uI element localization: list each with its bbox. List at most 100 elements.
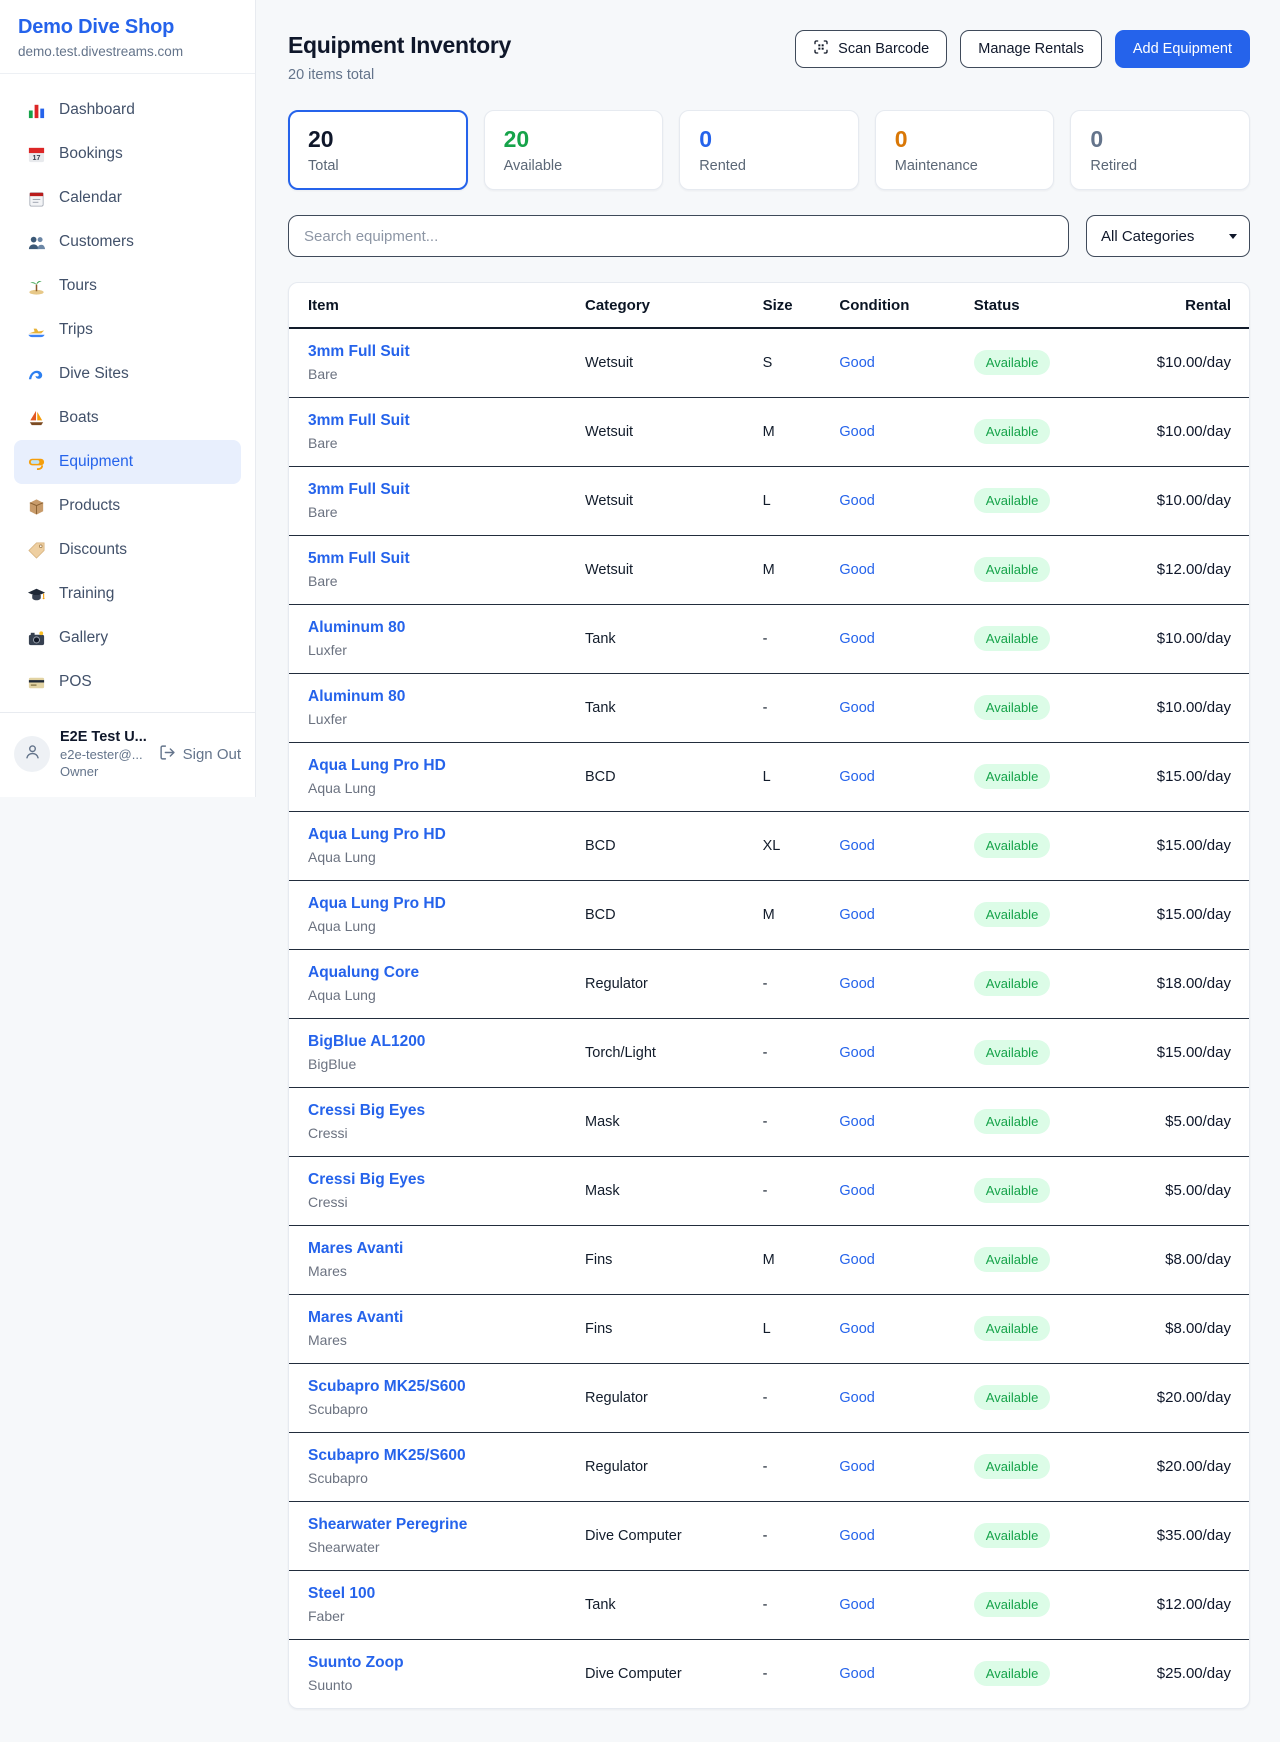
sign-out-label: Sign Out: [182, 745, 241, 763]
item-name-link[interactable]: Aqua Lung Pro HD: [308, 895, 446, 912]
item-condition-link[interactable]: Good: [839, 1596, 875, 1613]
item-condition-link[interactable]: Good: [839, 699, 875, 716]
table-row[interactable]: Scubapro MK25/S600 Scubapro Regulator - …: [289, 1362, 1249, 1432]
sidebar-item-boats[interactable]: Boats: [14, 396, 241, 440]
table-row[interactable]: 5mm Full Suit Bare Wetsuit M Good Availa…: [289, 534, 1249, 604]
add-equipment-button[interactable]: Add Equipment: [1114, 30, 1250, 68]
item-name-link[interactable]: Scubapro MK25/S600: [308, 1447, 466, 1464]
search-input[interactable]: [288, 215, 1069, 257]
sidebar-item-discounts[interactable]: Discounts: [14, 528, 241, 572]
item-name-link[interactable]: Cressi Big Eyes: [308, 1102, 426, 1119]
item-condition-link[interactable]: Good: [839, 1527, 875, 1544]
item-name-link[interactable]: Aluminum 80: [308, 688, 406, 705]
table-row[interactable]: 3mm Full Suit Bare Wetsuit M Good Availa…: [289, 396, 1249, 466]
item-condition-link[interactable]: Good: [839, 975, 875, 992]
stat-card-retired[interactable]: 0 Retired: [1070, 110, 1250, 190]
item-name-link[interactable]: 5mm Full Suit: [308, 550, 410, 567]
sidebar-item-bookings[interactable]: 17 Bookings: [14, 132, 241, 176]
item-condition-link[interactable]: Good: [839, 492, 875, 509]
sidebar-item-dive-sites[interactable]: Dive Sites: [14, 352, 241, 396]
item-rental: $15.00/day: [1114, 1017, 1249, 1087]
item-condition-link[interactable]: Good: [839, 1251, 875, 1268]
item-name-link[interactable]: Aluminum 80: [308, 619, 406, 636]
item-name-link[interactable]: Mares Avanti: [308, 1309, 404, 1326]
item-name-link[interactable]: Suunto Zoop: [308, 1654, 404, 1672]
table-row[interactable]: Scubapro MK25/S600 Scubapro Regulator - …: [289, 1431, 1249, 1501]
sidebar-item-dashboard[interactable]: Dashboard: [14, 88, 241, 132]
table-row[interactable]: Aqualung Core Aqua Lung Regulator - Good…: [289, 948, 1249, 1018]
sidebar-item-pos[interactable]: POS: [14, 660, 241, 704]
item-condition-link[interactable]: Good: [839, 1182, 875, 1199]
table-row[interactable]: Aluminum 80 Luxfer Tank - Good Available…: [289, 603, 1249, 673]
item-name-link[interactable]: 3mm Full Suit: [308, 481, 410, 498]
item-name-link[interactable]: Scubapro MK25/S600: [308, 1378, 466, 1395]
stat-label: Rented: [699, 158, 746, 174]
table-row[interactable]: Cressi Big Eyes Cressi Mask - Good Avail…: [289, 1086, 1249, 1156]
item-condition-link[interactable]: Good: [839, 561, 875, 578]
table-row[interactable]: Mares Avanti Mares Fins L Good Available…: [289, 1293, 1249, 1363]
table-row[interactable]: Aqua Lung Pro HD Aqua Lung BCD M Good Av…: [289, 879, 1249, 949]
sidebar-item-label: Dashboard: [59, 101, 135, 118]
sidebar-item-trips[interactable]: Trips: [14, 308, 241, 352]
item-category: Mask: [577, 1155, 755, 1225]
item-name-link[interactable]: Cressi Big Eyes: [308, 1171, 426, 1188]
item-name-link[interactable]: Aqua Lung Pro HD: [308, 757, 446, 774]
category-select[interactable]: All Categories: [1086, 215, 1250, 257]
item-name-link[interactable]: Mares Avanti: [308, 1240, 404, 1257]
item-condition-link[interactable]: Good: [839, 906, 875, 923]
item-category: Fins: [577, 1293, 755, 1363]
table-row[interactable]: Steel 100 Faber Tank - Good Available $1…: [289, 1569, 1249, 1639]
table-row[interactable]: Mares Avanti Mares Fins M Good Available…: [289, 1224, 1249, 1294]
table-row[interactable]: BigBlue AL1200 BigBlue Torch/Light - Goo…: [289, 1017, 1249, 1087]
item-name-link[interactable]: Shearwater Peregrine: [308, 1516, 468, 1533]
sidebar-item-calendar[interactable]: Calendar: [14, 176, 241, 220]
item-condition-link[interactable]: Good: [839, 1389, 875, 1406]
credit-card-icon: [26, 672, 46, 692]
item-size: S: [762, 354, 773, 371]
item-condition-link[interactable]: Good: [839, 354, 875, 371]
item-condition-link[interactable]: Good: [839, 1113, 875, 1130]
item-condition-link[interactable]: Good: [839, 1320, 875, 1337]
table-row[interactable]: Cressi Big Eyes Cressi Mask - Good Avail…: [289, 1155, 1249, 1225]
table-row[interactable]: 3mm Full Suit Bare Wetsuit S Good Availa…: [289, 328, 1249, 397]
item-condition-link[interactable]: Good: [839, 1665, 875, 1682]
item-condition-link[interactable]: Good: [839, 1044, 875, 1061]
table-row[interactable]: Aluminum 80 Luxfer Tank - Good Available…: [289, 672, 1249, 742]
sidebar-item-label: POS: [59, 673, 92, 690]
scan-barcode-button[interactable]: Scan Barcode: [795, 30, 948, 68]
stat-card-available[interactable]: 20 Available: [483, 110, 664, 190]
sidebar-item-training[interactable]: Training: [14, 572, 241, 616]
item-category: Regulator: [577, 1431, 755, 1501]
stat-card-total[interactable]: 20 Total: [288, 110, 468, 190]
item-condition-link[interactable]: Good: [839, 630, 875, 647]
item-condition-link[interactable]: Good: [839, 768, 875, 785]
table-row[interactable]: Shearwater Peregrine Shearwater Dive Com…: [289, 1500, 1249, 1570]
sidebar-item-tours[interactable]: Tours: [14, 264, 241, 308]
item-condition-link[interactable]: Good: [839, 423, 875, 440]
stat-card-rented[interactable]: 0 Rented: [679, 110, 859, 190]
item-name-link[interactable]: BigBlue AL1200: [308, 1033, 426, 1050]
table-row[interactable]: 3mm Full Suit Bare Wetsuit L Good Availa…: [289, 465, 1249, 535]
stat-value: 20: [308, 126, 334, 152]
item-condition-link[interactable]: Good: [839, 1458, 875, 1475]
sign-out-button[interactable]: Sign Out: [159, 744, 241, 765]
sidebar-item-products[interactable]: Products: [14, 484, 241, 528]
stat-card-maintenance[interactable]: 0 Maintenance: [874, 110, 1055, 190]
brand-name[interactable]: Demo Dive Shop: [18, 16, 175, 38]
table-row[interactable]: Aqua Lung Pro HD Aqua Lung BCD L Good Av…: [289, 741, 1249, 811]
sidebar-item-customers[interactable]: Customers: [14, 220, 241, 264]
item-name-link[interactable]: Aqua Lung Pro HD: [308, 826, 446, 843]
item-name-link[interactable]: 3mm Full Suit: [308, 412, 410, 429]
table-row[interactable]: Aqua Lung Pro HD Aqua Lung BCD XL Good A…: [289, 810, 1249, 880]
manage-rentals-button[interactable]: Manage Rentals: [960, 30, 1102, 68]
item-name-link[interactable]: 3mm Full Suit: [308, 343, 410, 361]
item-name-link[interactable]: Steel 100: [308, 1585, 376, 1602]
sidebar-item-equipment[interactable]: Equipment: [14, 440, 241, 484]
sidebar-item-label: Discounts: [59, 541, 128, 558]
stat-value: 0: [699, 126, 712, 152]
item-name-link[interactable]: Aqualung Core: [308, 964, 420, 981]
sidebar-item-gallery[interactable]: Gallery: [14, 616, 241, 660]
page-subtitle: 20 items total: [288, 67, 375, 83]
item-condition-link[interactable]: Good: [839, 837, 875, 854]
table-row[interactable]: Suunto Zoop Suunto Dive Computer - Good …: [289, 1638, 1249, 1708]
